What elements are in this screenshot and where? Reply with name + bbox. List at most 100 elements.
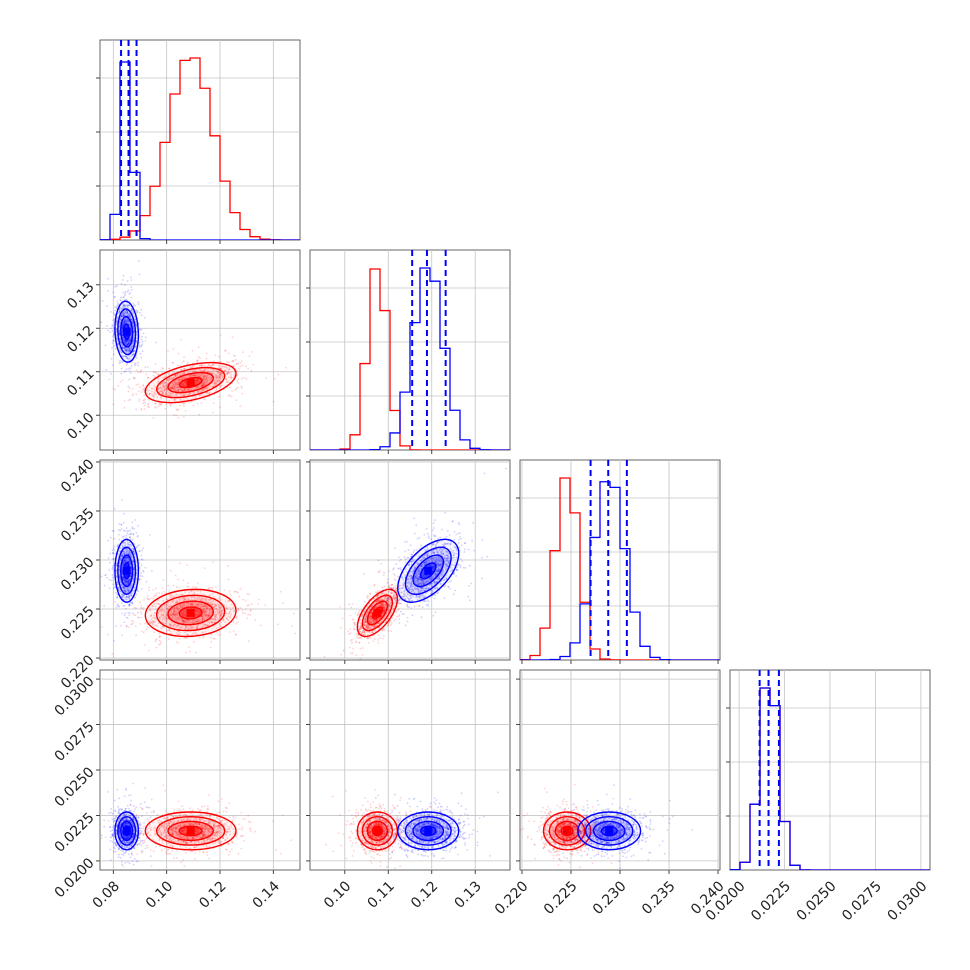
- histogram-blue: [100, 61, 300, 240]
- peak-blue: [424, 566, 433, 575]
- contour-red: [155, 366, 226, 399]
- panel-0-1: [96, 249, 301, 454]
- peak-blue: [122, 826, 131, 835]
- peak-blue: [122, 566, 131, 575]
- x-tick-label: 0.12: [196, 878, 229, 911]
- x-tick-label: 0.10: [143, 878, 176, 911]
- peak-red: [186, 378, 195, 387]
- histogram-blue: [730, 687, 930, 870]
- panel-0-3: [96, 669, 301, 874]
- y-tick-label: 0.11: [64, 366, 97, 399]
- x-tick-label: 0.220: [492, 878, 532, 918]
- histogram-red: [310, 268, 510, 450]
- contour-blue: [114, 538, 140, 603]
- contour-red: [361, 816, 394, 846]
- contour-red: [167, 371, 215, 394]
- contour-red: [144, 361, 237, 404]
- peak-blue: [424, 826, 433, 835]
- contour-blue: [114, 300, 140, 363]
- contour-red: [178, 825, 203, 837]
- contour-red: [144, 588, 237, 638]
- histogram-red: [520, 477, 720, 660]
- histogram-blue: [520, 481, 720, 660]
- grid-lines: [100, 40, 300, 240]
- grid-lines: [100, 250, 300, 450]
- peak-red: [563, 826, 572, 835]
- contour-red: [167, 820, 215, 842]
- contour-blue: [577, 811, 642, 851]
- y-tick-label: 0.235: [58, 505, 98, 545]
- panel-1-3: [306, 669, 511, 874]
- contour-red: [361, 594, 394, 632]
- histogram-blue: [310, 267, 510, 450]
- contour-blue: [412, 554, 445, 588]
- contour-blue: [600, 825, 618, 837]
- contour-blue: [419, 825, 437, 837]
- contour-blue: [397, 811, 460, 851]
- contour-blue: [412, 820, 445, 842]
- y-tick-label: 0.240: [58, 456, 98, 496]
- x-tick-label: 0.0300: [885, 878, 931, 924]
- grid-lines: [310, 250, 510, 450]
- x-tick-label: 0.14: [250, 878, 283, 911]
- x-tick-label: 0.12: [408, 878, 441, 911]
- x-tick-label: 0.13: [451, 878, 484, 911]
- peak-red: [186, 826, 195, 835]
- contour-red: [548, 816, 586, 846]
- contour-blue: [120, 820, 134, 842]
- y-tick-label: 0.0250: [52, 764, 98, 810]
- diag-panel-0: [96, 39, 301, 244]
- contour-red: [144, 811, 237, 851]
- grid-lines: [730, 670, 930, 870]
- contour-blue: [117, 546, 137, 596]
- peak-red: [186, 608, 195, 617]
- y-tick-label: 0.225: [58, 603, 98, 643]
- peak-red: [373, 826, 382, 835]
- x-tick-label: 0.0225: [748, 878, 794, 924]
- diag-panel-1: [306, 249, 511, 454]
- x-tick-label: 0.11: [365, 878, 398, 911]
- contour-blue: [120, 315, 134, 348]
- diag-panel-2: [516, 459, 721, 664]
- contour-blue: [404, 546, 452, 596]
- peak-blue: [122, 327, 131, 336]
- contour-blue: [592, 820, 626, 842]
- peak-blue: [605, 826, 614, 835]
- contour-blue: [117, 816, 137, 846]
- contour-red: [155, 816, 226, 846]
- panel-2-3: [516, 669, 721, 874]
- x-tick-label: 0.225: [541, 878, 581, 918]
- contour-red: [178, 376, 203, 389]
- x-tick-label: 0.10: [321, 878, 354, 911]
- contour-red: [356, 588, 399, 638]
- contour-red: [366, 820, 389, 842]
- x-tick-label: 0.230: [590, 878, 630, 918]
- contour-red: [155, 594, 226, 632]
- y-tick-label: 0.230: [58, 554, 98, 594]
- contour-red: [178, 606, 203, 620]
- y-tick-label: 0.12: [64, 323, 97, 356]
- contour-red: [366, 600, 389, 626]
- contour-blue: [584, 816, 634, 846]
- contour-blue: [117, 308, 137, 356]
- y-tick-label: 0.13: [64, 279, 97, 312]
- panel-0-2: [96, 459, 301, 664]
- x-tick-label: 0.08: [90, 878, 123, 911]
- y-tick-label: 0.0225: [52, 810, 98, 856]
- contour-red: [542, 811, 592, 851]
- contour-red: [554, 820, 580, 842]
- contour-red: [560, 825, 574, 837]
- contour-blue: [397, 538, 460, 603]
- panel-1-2: [306, 459, 511, 664]
- histogram-red: [100, 57, 300, 240]
- x-tick-label: 0.0250: [794, 878, 840, 924]
- contour-red: [167, 600, 215, 626]
- contour-blue: [404, 816, 452, 846]
- diag-panel-3: [726, 669, 931, 871]
- x-tick-label: 0.235: [639, 878, 679, 918]
- x-tick-label: 0.0275: [839, 878, 885, 924]
- grid-lines: [310, 670, 510, 870]
- y-tick-label: 0.0275: [52, 719, 98, 765]
- peak-red: [373, 608, 382, 617]
